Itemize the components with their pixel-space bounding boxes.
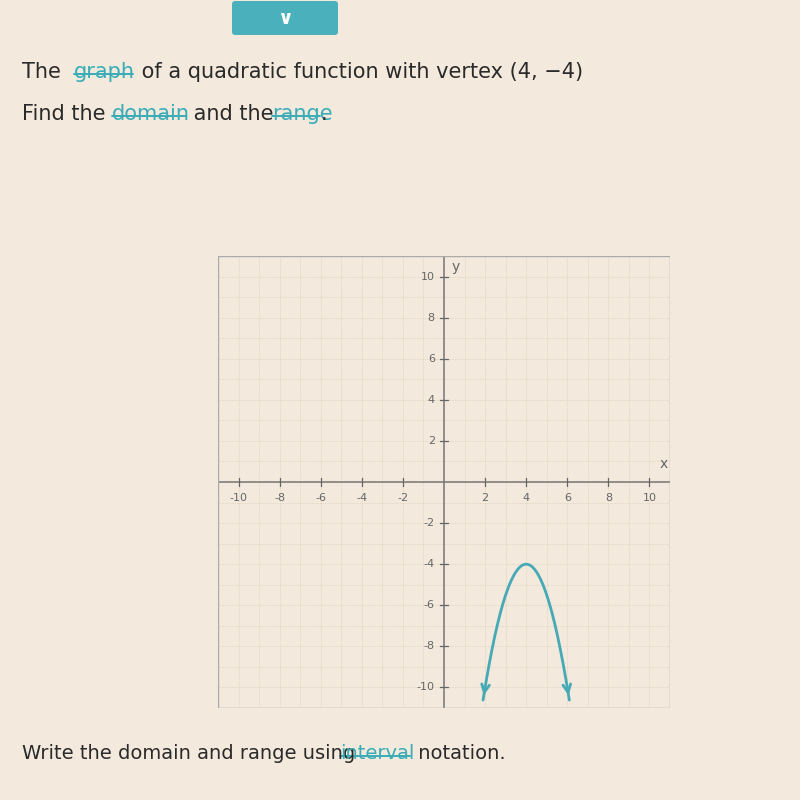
Text: 4: 4 (522, 494, 530, 503)
Text: interval: interval (340, 744, 414, 763)
Text: -4: -4 (424, 559, 434, 569)
FancyBboxPatch shape (232, 1, 338, 35)
Text: -4: -4 (356, 494, 367, 503)
Text: Write the domain and range using: Write the domain and range using (22, 744, 362, 763)
Text: x: x (660, 457, 668, 470)
Text: -6: -6 (424, 600, 434, 610)
Text: of a quadratic function with vertex (4, −4): of a quadratic function with vertex (4, … (135, 62, 583, 82)
Text: .: . (321, 104, 328, 124)
Text: 8: 8 (605, 494, 612, 503)
Text: 8: 8 (428, 313, 434, 322)
Text: The: The (22, 62, 67, 82)
Text: 10: 10 (421, 271, 434, 282)
Text: range: range (272, 104, 333, 124)
Text: 2: 2 (428, 436, 434, 446)
Text: -10: -10 (417, 682, 434, 693)
Text: and the: and the (187, 104, 280, 124)
Text: 10: 10 (642, 494, 657, 503)
Text: 6: 6 (564, 494, 570, 503)
Text: 2: 2 (482, 494, 489, 503)
Text: -2: -2 (424, 518, 434, 528)
Text: 6: 6 (428, 354, 434, 364)
Text: ∨: ∨ (277, 9, 293, 27)
Text: 4: 4 (428, 395, 434, 405)
Text: Find the: Find the (22, 104, 112, 124)
Text: -2: -2 (398, 494, 409, 503)
Text: -8: -8 (274, 494, 285, 503)
Text: graph: graph (74, 62, 135, 82)
Text: domain: domain (112, 104, 190, 124)
Text: -6: -6 (315, 494, 326, 503)
Text: y: y (451, 260, 459, 274)
Text: notation.: notation. (412, 744, 506, 763)
Text: -8: -8 (424, 642, 434, 651)
Text: -10: -10 (230, 494, 247, 503)
